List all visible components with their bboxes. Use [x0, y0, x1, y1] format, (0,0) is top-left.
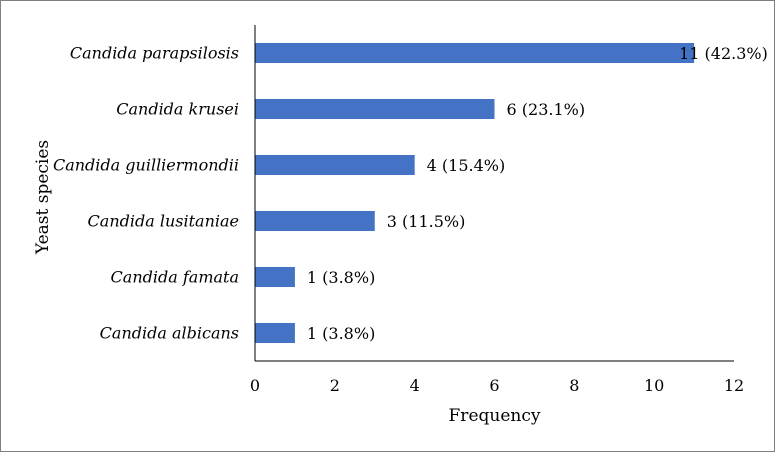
x-tick-labels: 0 2 4 6 8 10 12 [250, 376, 744, 395]
category-label-4: Candida famata [111, 268, 239, 287]
category-labels: Candida parapsilosis Candida krusei Candid… [53, 44, 239, 343]
category-label-5: Candida albicans [100, 324, 239, 343]
bars-group [255, 43, 695, 343]
x-tick-label-6: 12 [724, 376, 744, 395]
category-label-1: Candida krusei [116, 100, 239, 119]
bar-0 [255, 43, 695, 63]
category-label-2: Candida guilliermondii [53, 156, 239, 175]
data-label-5: 1 (3.8%) [307, 324, 375, 343]
data-label-3: 3 (11.5%) [387, 212, 466, 231]
x-tick-label-3: 6 [489, 376, 499, 395]
x-tick-label-5: 10 [644, 376, 664, 395]
x-tick-label-0: 0 [250, 376, 260, 395]
category-label-3: Candida lusitaniae [88, 212, 239, 231]
bar-4 [255, 267, 295, 287]
bar-1 [255, 99, 495, 119]
bar-3 [255, 211, 375, 231]
x-tick-label-1: 2 [330, 376, 340, 395]
bar-5 [255, 323, 295, 343]
bar-2 [255, 155, 415, 175]
data-label-2: 4 (15.4%) [427, 156, 506, 175]
data-labels: 11 (42.3%) 6 (23.1%) 4 (15.4%) 3 (11.5%) 1 (… [307, 44, 768, 343]
category-label-0: Candida parapsilosis [70, 44, 239, 63]
x-tick-label-4: 8 [569, 376, 579, 395]
data-label-1: 6 (23.1%) [507, 100, 586, 119]
x-axis-title: Frequency [449, 406, 541, 426]
x-tick-label-2: 4 [410, 376, 420, 395]
data-label-0: 11 (42.3%) [679, 44, 768, 63]
y-axis-title: Yeast species [33, 140, 53, 255]
data-label-4: 1 (3.8%) [307, 268, 375, 287]
